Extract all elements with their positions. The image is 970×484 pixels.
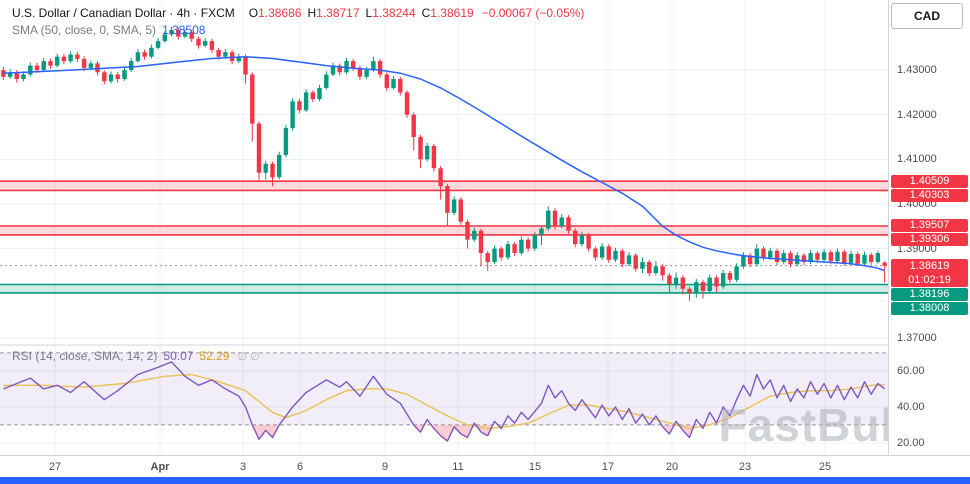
time-tick-label: 9: [381, 461, 389, 473]
time-tick-label: Apr: [150, 461, 170, 473]
close-label: C: [421, 6, 431, 20]
rsi-tick-label: 40.00: [897, 400, 925, 413]
time-tick-label: 11: [452, 461, 464, 473]
sma-value: 1.38508: [162, 23, 206, 37]
low-value: 1.38244: [372, 6, 416, 20]
time-tick-label: 27: [48, 461, 62, 473]
price-chart-canvas[interactable]: [0, 0, 888, 455]
rsi-oversold-fill: [3, 424, 885, 442]
time-tick-label: 17: [601, 461, 615, 473]
price-tick-label: 1.37000: [897, 331, 937, 344]
sma-label: SMA (50, close, 0, SMA, 5): [12, 23, 157, 37]
change-value: −0.00067 (−0.05%): [481, 6, 585, 20]
price-axis[interactable]: 1.430001.420001.410001.400001.390001.380…: [888, 0, 970, 455]
low-label: L: [365, 6, 373, 20]
currency-button[interactable]: CAD: [891, 3, 963, 29]
price-level-badge: 1.39507: [891, 219, 968, 233]
rsi-tick-label: 60.00: [897, 364, 925, 377]
close-value: 1.38619: [430, 6, 474, 20]
time-tick-label: 25: [818, 461, 832, 473]
rsi-line: [3, 361, 886, 442]
sma50-line: [3, 55, 885, 272]
sma-indicator-bar[interactable]: SMA (50, close, 0, SMA, 5) 1.38508: [12, 23, 205, 37]
rsi-sma-value: 52.29: [199, 349, 230, 363]
rsi-label: RSI (14, close, SMA, 14, 2): [12, 349, 158, 363]
time-axis[interactable]: 27 Apr 3 6 9 11 15 17 20 23 25: [0, 455, 970, 477]
open-label: O: [248, 6, 259, 20]
candle-countdown: 01:02:19: [908, 273, 951, 286]
time-tick-label: 15: [528, 461, 542, 473]
high-value: 1.38717: [316, 6, 360, 20]
candles: [1, 26, 887, 301]
rsi-indicator-bar[interactable]: RSI (14, close, SMA, 14, 2) 50.07 52.29 ∅ ∅: [12, 349, 260, 363]
rsi-value: 50.07: [163, 349, 194, 363]
high-label: H: [307, 6, 317, 20]
price-level-badge: 1.40509: [891, 174, 968, 188]
time-tick-label: 3: [239, 461, 247, 473]
price-tick-label: 1.42000: [897, 108, 937, 121]
open-value: 1.38686: [258, 6, 302, 20]
symbol-info-bar[interactable]: U.S. Dollar / Canadian Dollar · 4h · FXC…: [12, 6, 584, 20]
indicator-disabled-icons: ∅ ∅: [237, 351, 260, 363]
price-tick-label: 1.43000: [897, 64, 937, 77]
price-level-badge: 1.38196: [891, 287, 968, 301]
current-price-badge: 1.38619 01:02:19: [891, 258, 968, 287]
time-tick-label: 20: [665, 461, 679, 473]
price-level-badge: 1.39306: [891, 233, 968, 247]
time-tick-label: 6: [296, 461, 304, 473]
price-level-zones: [0, 180, 888, 294]
price-level-badge: 1.40303: [891, 188, 968, 202]
time-tick-label: 23: [738, 461, 752, 473]
rsi-sma-line: [3, 373, 885, 430]
price-level-badge: 1.38008: [891, 301, 968, 315]
rsi-tick-label: 20.00: [897, 436, 925, 449]
symbol-title: U.S. Dollar / Canadian Dollar · 4h · FXC…: [12, 6, 235, 20]
bottom-accent-bar: [0, 477, 970, 484]
price-tick-label: 1.41000: [897, 153, 937, 166]
